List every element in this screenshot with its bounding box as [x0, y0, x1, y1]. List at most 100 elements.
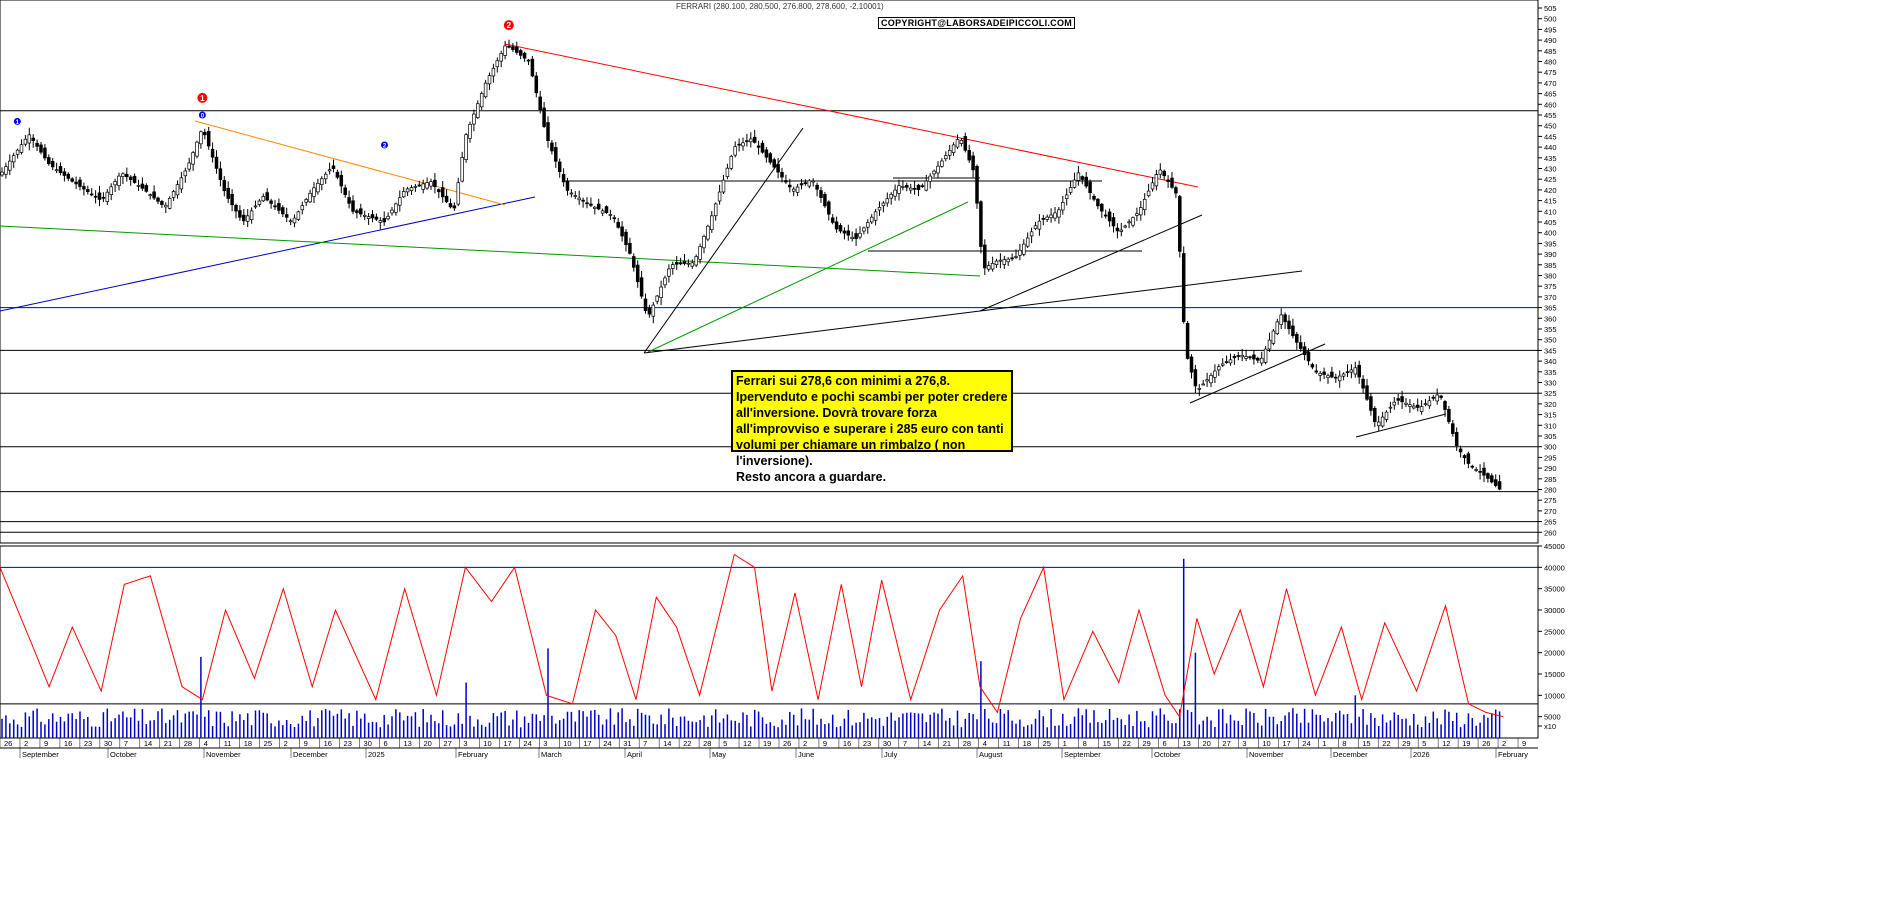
x-month-label: March	[541, 750, 562, 759]
candle-body	[1295, 334, 1299, 343]
x-day-label: 26	[4, 739, 12, 748]
candle-body	[31, 137, 35, 141]
candle-body	[788, 184, 792, 188]
candle-body	[585, 202, 589, 205]
candle-body	[222, 179, 227, 192]
candle-body	[616, 221, 620, 228]
x-day-label: 24	[523, 739, 531, 748]
candle-body	[265, 192, 269, 201]
candle-body	[355, 210, 359, 214]
candle-body	[667, 268, 671, 277]
candle-body	[1298, 342, 1303, 349]
candle-body	[230, 193, 234, 206]
candle-body	[253, 205, 258, 208]
candle-body	[1076, 172, 1081, 181]
candle-body	[745, 140, 749, 143]
candle-body	[1154, 174, 1159, 187]
x-day-label: 10	[563, 739, 571, 748]
candle-body	[456, 182, 461, 205]
candle-body	[1287, 320, 1291, 330]
candle-body	[1345, 371, 1350, 374]
candle-body	[476, 103, 480, 118]
candle-body	[245, 215, 250, 222]
candle-body	[1139, 207, 1143, 216]
price-tick-label: 315	[1544, 411, 1557, 420]
candle-body	[721, 179, 726, 193]
x-day-label: 9	[304, 739, 308, 748]
candle-body	[791, 188, 796, 192]
candle-body	[370, 214, 375, 219]
candle-body	[819, 190, 823, 198]
candle-body	[1341, 373, 1346, 377]
candle-body	[1365, 385, 1369, 400]
x-day-label: 11	[1003, 739, 1011, 748]
candle-body	[23, 138, 28, 145]
candle-body	[768, 153, 773, 163]
candle-body	[1322, 371, 1326, 375]
x-day-label: 6	[1162, 739, 1166, 748]
price-tick-label: 405	[1544, 218, 1557, 227]
x-month-label: December	[1333, 750, 1368, 759]
candle-body	[994, 260, 999, 265]
candle-body	[1380, 416, 1385, 427]
candle-body	[1209, 375, 1213, 384]
candle-body	[1357, 364, 1361, 378]
candle-body	[105, 191, 110, 202]
candle-body	[593, 206, 597, 209]
x-month-label: May	[712, 750, 726, 759]
candle-body	[1045, 216, 1049, 220]
price-tick-label: 275	[1544, 496, 1557, 505]
x-day-label: 28	[963, 739, 971, 748]
candle-body	[300, 205, 305, 211]
x-day-label: 9	[1522, 739, 1526, 748]
x-day-label: 17	[583, 739, 591, 748]
candle-body	[226, 187, 230, 199]
volume-panel-frame	[0, 545, 1539, 739]
candle-body	[1470, 465, 1475, 468]
candle-body	[873, 211, 878, 221]
candle-body	[160, 201, 164, 205]
candle-body	[242, 214, 246, 222]
candle-body	[850, 236, 854, 239]
volume-tick-label: 10000	[1544, 691, 1565, 700]
candle-body	[66, 173, 71, 179]
candle-body	[1185, 322, 1190, 359]
candle-body	[109, 186, 113, 195]
x-day-label: 18	[244, 739, 252, 748]
price-tick-label: 370	[1544, 293, 1557, 302]
candle-body	[690, 262, 695, 267]
candle-body	[565, 180, 570, 191]
candle-body	[234, 204, 238, 212]
price-tick-label: 440	[1544, 143, 1557, 152]
price-tick-label: 390	[1544, 250, 1557, 259]
candle-body	[608, 214, 613, 216]
candle-body	[390, 209, 394, 214]
candle-body	[1053, 212, 1057, 219]
candle-body	[1096, 198, 1100, 207]
candle-body	[86, 189, 90, 193]
candle-body	[1353, 367, 1358, 375]
candle-body	[612, 217, 617, 220]
candle-body	[905, 185, 909, 188]
candle-body	[897, 185, 901, 194]
candle-body	[1384, 411, 1389, 420]
candle-body	[1283, 314, 1287, 323]
candle-body	[920, 185, 925, 188]
price-tick-label: 325	[1544, 389, 1557, 398]
x-day-label: 25	[1043, 739, 1051, 748]
candle-body	[1252, 354, 1256, 360]
candle-body	[1314, 370, 1319, 373]
x-day-label: 23	[84, 739, 92, 748]
candle-body	[624, 231, 628, 246]
x-month-label: October	[110, 750, 137, 759]
candle-body	[928, 175, 932, 182]
candle-body	[682, 261, 687, 264]
price-tick-label: 400	[1544, 229, 1557, 238]
candle-body	[885, 198, 890, 204]
candle-body	[986, 265, 991, 270]
price-tick-label: 340	[1544, 357, 1557, 366]
price-tick-label: 375	[1544, 282, 1557, 291]
price-tick-label: 300	[1544, 443, 1557, 452]
candle-body	[320, 178, 324, 185]
candle-body	[951, 144, 956, 153]
